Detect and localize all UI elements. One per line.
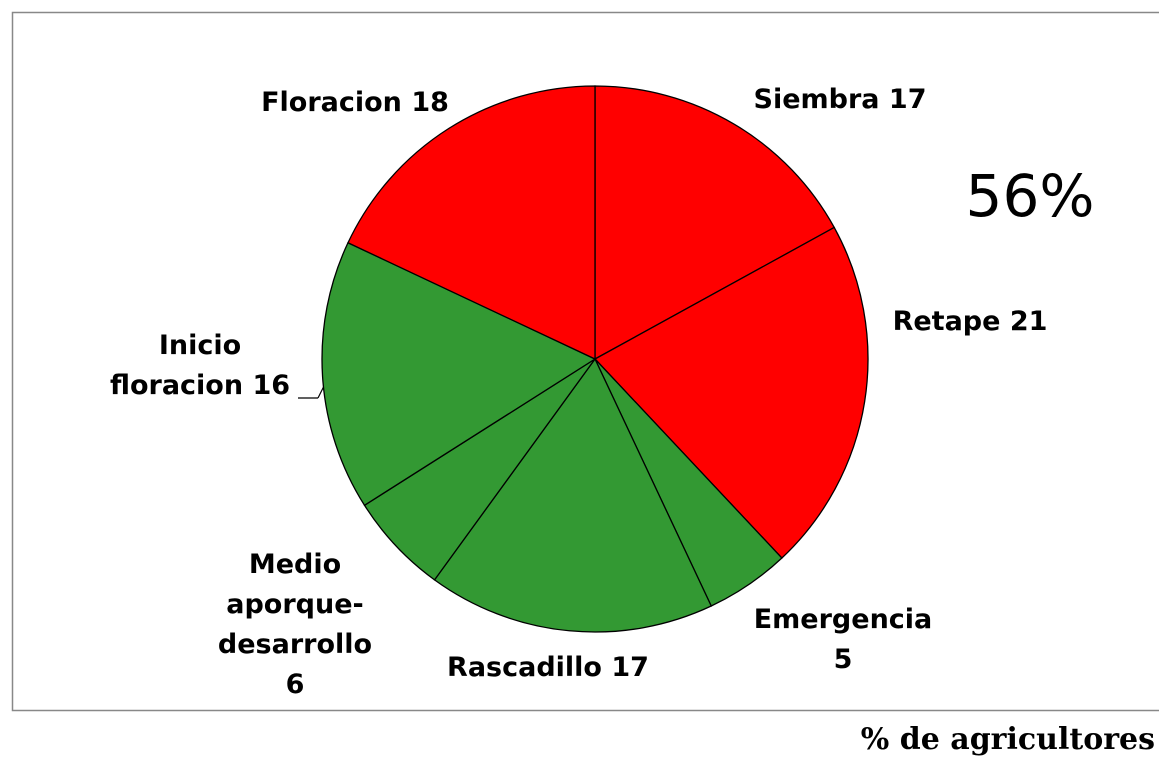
slice-label: Retape 21 xyxy=(840,302,1100,342)
category-label: Emergencia xyxy=(753,604,933,635)
value-label: 16 xyxy=(252,370,291,401)
pie-slice xyxy=(593,226,869,559)
slice-label: Rascadillo 17 xyxy=(418,648,678,688)
category-label: Inicio floracion xyxy=(109,330,244,401)
pie-slice xyxy=(433,357,713,633)
pie-slice xyxy=(321,241,597,507)
category-label: Floracion xyxy=(261,87,402,118)
value-label: 5 xyxy=(833,644,853,675)
value-label: 18 xyxy=(411,87,449,118)
pie-slice xyxy=(594,85,836,361)
category-label: Medio aporque-desarrollo xyxy=(217,549,373,660)
slice-label: Floracion 18 xyxy=(225,83,485,123)
category-label: Rascadillo xyxy=(447,652,602,683)
value-label: 17 xyxy=(888,84,927,115)
slices xyxy=(321,85,869,633)
pie-slice xyxy=(347,85,596,361)
value-label: 21 xyxy=(1009,306,1048,337)
category-label: Siembra xyxy=(753,84,880,115)
value-label: 6 xyxy=(285,669,305,700)
value-label: 17 xyxy=(611,652,649,683)
footer: % de agricultores xyxy=(860,722,1155,757)
annotation: 56% xyxy=(965,162,1095,230)
category-label: Retape xyxy=(892,306,1001,337)
slice-label: Inicio floracion 16 xyxy=(95,326,305,406)
slice-label: Emergencia 5 xyxy=(743,600,943,680)
slice-label: Medio aporque-desarrollo 6 xyxy=(205,545,385,705)
slice-label: Siembra 17 xyxy=(710,80,970,120)
